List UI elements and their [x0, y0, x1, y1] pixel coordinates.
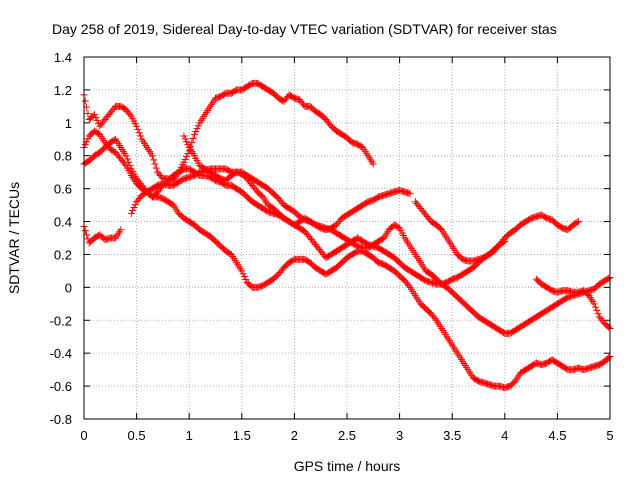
data-point: [605, 323, 613, 331]
data-point: [369, 160, 377, 168]
series-track-1: [80, 222, 125, 247]
x-tick-label: 1.5: [233, 428, 251, 443]
data-point: [189, 134, 197, 142]
axis-ticks: 0 0.5 1 1.5 2 2.5 3 3.5 4 4.5 5 -0.8 -0.6 -0.4 -0.2 0 0.…: [50, 50, 614, 443]
data-point: [133, 122, 141, 130]
x-tick-label: 2.5: [338, 428, 356, 443]
series-track-8: [532, 275, 614, 332]
data-point: [130, 204, 138, 212]
data-point: [573, 218, 581, 226]
y-tick-label: -0.4: [50, 346, 72, 361]
series-track-4: [80, 135, 582, 288]
y-tick-label: 0.2: [54, 247, 72, 262]
data-point: [93, 116, 101, 124]
y-axis-label: SDTVAR / TECUs: [6, 182, 22, 294]
data-point: [131, 201, 139, 209]
y-tick-label: 1.2: [54, 83, 72, 98]
data-point: [81, 97, 89, 105]
data-point: [125, 158, 133, 166]
plot-frame: [83, 56, 611, 420]
data-point: [148, 152, 156, 160]
series-track-7: [411, 198, 509, 265]
data-point: [81, 141, 89, 149]
y-tick-label: 0.4: [54, 215, 72, 230]
data-point: [605, 274, 613, 282]
data-point: [238, 267, 246, 275]
chart-title: Day 258 of 2019, Sidereal Day-to-day VTE…: [52, 21, 557, 37]
x-tick-label: 3: [396, 428, 403, 443]
data-point: [123, 155, 131, 163]
data-point: [137, 132, 145, 140]
data-point: [239, 270, 247, 278]
x-tick-label: 4: [501, 428, 508, 443]
data-point: [135, 129, 143, 137]
data-point: [499, 238, 507, 246]
data-point: [188, 139, 196, 147]
x-tick-label: 0.5: [128, 428, 146, 443]
data-point: [126, 111, 134, 119]
data-point: [501, 237, 509, 245]
data-point: [81, 227, 89, 235]
x-tick-label: 4.5: [548, 428, 566, 443]
data-point: [117, 226, 125, 234]
y-tick-label: 1: [65, 116, 72, 131]
y-tick-label: 0.8: [54, 149, 72, 164]
data-point: [181, 135, 189, 143]
data-point: [431, 315, 439, 323]
x-tick-label: 3.5: [443, 428, 461, 443]
data-point: [134, 125, 142, 133]
data-point: [594, 310, 602, 318]
data-point: [593, 306, 601, 314]
data-point: [127, 209, 135, 217]
data-point: [84, 109, 92, 117]
y-tick-label: -0.6: [50, 379, 72, 394]
x-tick-label: 2: [291, 428, 298, 443]
y-tick-label: 0.6: [54, 182, 72, 197]
x-tick-label: 0: [80, 428, 87, 443]
x-tick-label: 1: [186, 428, 193, 443]
data-point: [183, 153, 191, 161]
series-track-5: [127, 165, 614, 337]
data-point: [405, 282, 413, 290]
data-point: [592, 303, 600, 311]
data-point: [190, 130, 198, 138]
data-point: [180, 132, 188, 140]
data-point: [194, 122, 202, 130]
data-point: [122, 152, 130, 160]
data-point: [91, 111, 99, 119]
data-point: [240, 273, 248, 281]
data-point: [151, 160, 159, 168]
data-point: [590, 300, 598, 308]
data-point: [184, 141, 192, 149]
data-point: [84, 135, 92, 143]
data-point: [242, 276, 250, 284]
y-tick-label: -0.8: [50, 412, 72, 427]
data-point: [192, 127, 200, 135]
y-tick-label: 0: [65, 280, 72, 295]
data-point: [150, 156, 158, 164]
data-point: [121, 160, 129, 168]
data-point: [152, 164, 160, 172]
data-point: [183, 138, 191, 146]
y-tick-label: 1.4: [54, 50, 72, 65]
series-track-6: [180, 132, 414, 234]
data-point: [92, 113, 100, 121]
data-point: [129, 206, 137, 214]
data-point: [605, 354, 613, 362]
data-point: [574, 218, 582, 226]
data-point: [181, 155, 189, 163]
x-tick-label: 5: [606, 428, 613, 443]
data-point: [193, 125, 201, 133]
x-axis-label: GPS time / hours: [294, 458, 401, 474]
plot-area: [80, 79, 614, 392]
data-point: [126, 162, 134, 170]
data-point: [406, 190, 414, 198]
data-point: [180, 158, 188, 166]
y-tick-label: -0.2: [50, 313, 72, 328]
